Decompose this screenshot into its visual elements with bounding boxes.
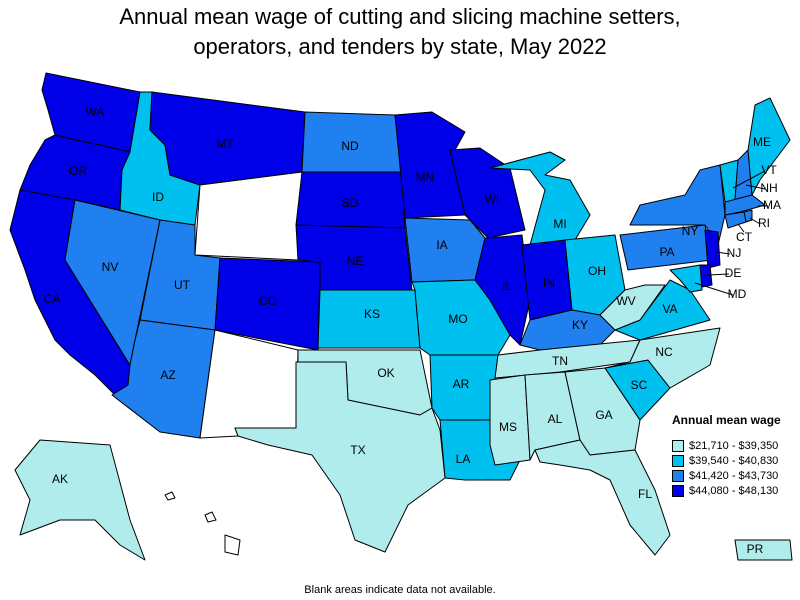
state-label-mn: MN	[416, 170, 435, 184]
state-label-id: ID	[152, 190, 164, 204]
state-label-ri: RI	[758, 216, 770, 230]
state-label-nh: NH	[760, 181, 777, 195]
leader-line-nj	[715, 251, 731, 255]
state-label-tn: TN	[552, 354, 568, 368]
state-label-ms: MS	[499, 420, 517, 434]
state-mi	[489, 151, 591, 246]
map-title: Annual mean wage of cutting and slicing …	[0, 2, 800, 62]
state-label-ar: AR	[453, 377, 470, 391]
state-label-sc: SC	[631, 378, 648, 392]
state-label-de: DE	[725, 266, 742, 280]
legend-label: $44,080 - $48,130	[689, 484, 779, 497]
legend-swatch	[672, 439, 684, 452]
state-label-nd: ND	[341, 139, 359, 153]
state-label-oh: OH	[588, 264, 606, 278]
state-label-mo: MO	[448, 312, 467, 326]
state-label-ia: IA	[436, 238, 447, 252]
state-label-ut: UT	[174, 278, 191, 292]
state-label-wi: WI	[485, 192, 500, 206]
state-label-co: CO	[259, 294, 277, 308]
state-wy	[194, 171, 303, 261]
legend: $21,710 - $39,350 $39,540 - $40,830 $41,42…	[672, 438, 778, 498]
state-label-pa: PA	[659, 245, 674, 259]
state-label-me: ME	[753, 135, 771, 149]
state-label-ok: OK	[377, 366, 394, 380]
legend-item: $21,710 - $39,350	[672, 438, 778, 453]
title-line-1: Annual mean wage of cutting and slicing …	[119, 4, 681, 29]
state-label-sd: SD	[342, 196, 359, 210]
state-ct	[724, 211, 747, 229]
state-md	[669, 264, 703, 293]
state-ak	[14, 439, 146, 561]
leader-line-ri	[749, 217, 761, 225]
legend-swatch	[672, 484, 684, 497]
state-tx	[234, 361, 446, 553]
state-label-mt: MT	[216, 137, 234, 151]
state-label-al: AL	[548, 412, 563, 426]
state-label-la: LA	[456, 452, 471, 466]
state-label-az: AZ	[160, 368, 175, 382]
state-label-or: OR	[69, 164, 87, 178]
state-label-ga: GA	[595, 408, 612, 422]
state-label-ky: KY	[572, 318, 588, 332]
legend-swatch	[672, 454, 684, 467]
state-ma	[724, 194, 766, 216]
legend-item: $39,540 - $40,830	[672, 453, 778, 468]
state-label-ne: NE	[347, 254, 364, 268]
state-label-ny: NY	[682, 224, 699, 238]
leader-line-md	[694, 282, 734, 296]
legend-title: Annual mean wage	[672, 413, 781, 427]
legend-label: $41,420 - $43,730	[689, 469, 779, 482]
state-label-tx: TX	[350, 443, 365, 457]
state-nc	[604, 327, 721, 389]
legend-label: $21,710 - $39,350	[689, 439, 779, 452]
state-hi	[164, 491, 241, 556]
state-fl	[534, 439, 671, 556]
leader-line-nh	[745, 184, 766, 190]
state-label-nj: NJ	[727, 246, 742, 260]
state-label-il: IL	[502, 279, 512, 293]
state-label-wv: WV	[616, 294, 635, 308]
state-label-md: MD	[728, 287, 747, 301]
legend-item: $44,080 - $48,130	[672, 483, 778, 498]
leader-line-de	[707, 273, 730, 276]
state-label-vt: VT	[761, 163, 777, 177]
state-nj	[704, 229, 721, 269]
state-ms	[489, 374, 531, 466]
state-label-ak: AK	[52, 472, 68, 486]
title-line-2: operators, and tenders by state, May 202…	[193, 34, 607, 59]
state-label-ca: CA	[44, 292, 61, 306]
leader-line-ct	[737, 223, 745, 233]
legend-swatch	[672, 469, 684, 482]
state-label-nc: NC	[655, 345, 673, 359]
legend-label: $39,540 - $40,830	[689, 454, 779, 467]
state-pr	[734, 539, 793, 561]
state-wv	[599, 284, 666, 331]
state-label-ma: MA	[763, 198, 781, 212]
leader-line-vt	[732, 170, 766, 189]
state-label-va: VA	[662, 302, 677, 316]
state-label-nv: NV	[102, 260, 119, 274]
state-label-in: IN	[543, 276, 555, 290]
state-label-ct: CT	[736, 230, 753, 244]
footnote: Blank areas indicate data not available.	[304, 584, 496, 596]
state-label-pr: PR	[747, 542, 764, 556]
state-wi	[449, 147, 526, 239]
legend-item: $41,420 - $43,730	[672, 468, 778, 483]
state-nm	[199, 329, 299, 439]
state-label-mi: MI	[553, 217, 566, 231]
state-label-wa: WA	[86, 105, 105, 119]
state-label-ks: KS	[364, 307, 380, 321]
state-label-fl: FL	[638, 487, 652, 501]
